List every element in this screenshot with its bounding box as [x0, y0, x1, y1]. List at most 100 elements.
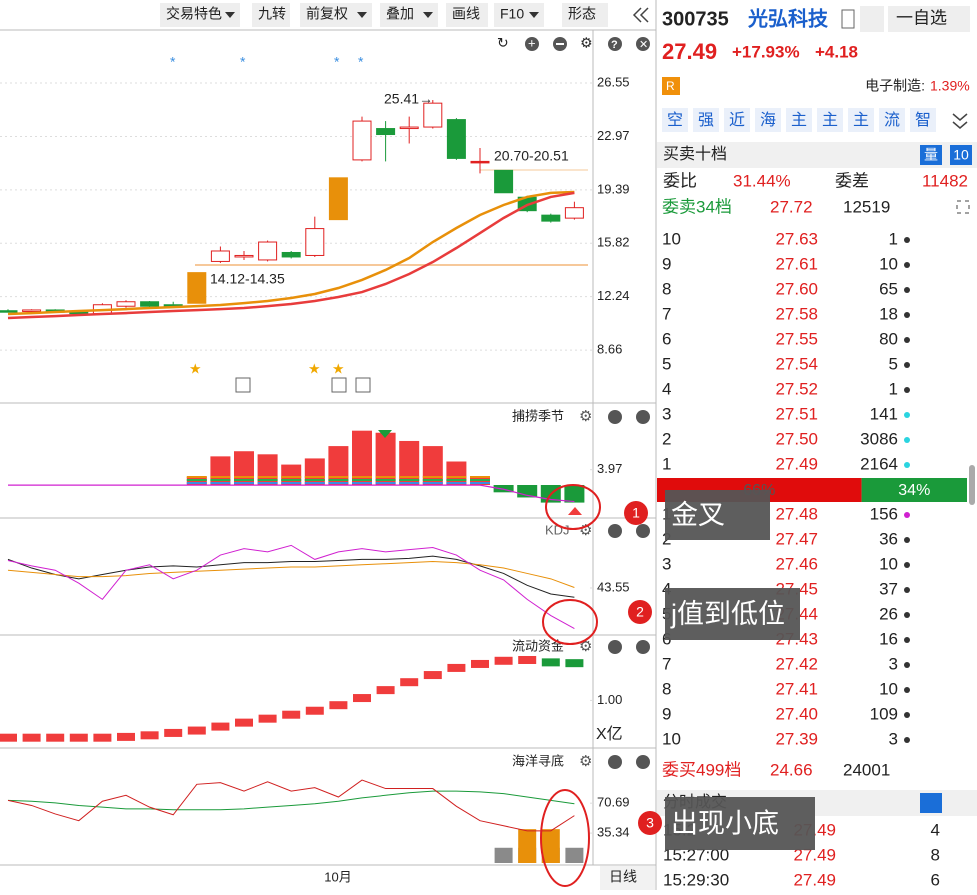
- badge: R: [666, 79, 675, 93]
- name: 光弘科技: [747, 6, 829, 30]
- cell: 27.48: [775, 504, 818, 523]
- tag[interactable]: [817, 108, 843, 132]
- cell: 10: [879, 554, 898, 573]
- candle-body: [140, 301, 160, 307]
- tag[interactable]: [755, 108, 781, 132]
- help-icon[interactable]: [608, 640, 622, 654]
- cell: 15:29:30: [663, 870, 729, 889]
- tag[interactable]: [910, 108, 936, 132]
- close-icon[interactable]: [636, 524, 650, 538]
- toolbar-button[interactable]: [562, 3, 608, 27]
- cell: 109: [870, 704, 898, 723]
- highlight-circle: [545, 484, 601, 530]
- dot: [904, 387, 910, 393]
- tag[interactable]: [848, 108, 874, 132]
- cell: 27.47: [775, 529, 818, 548]
- expand-icon[interactable]: [952, 113, 968, 129]
- help-icon[interactable]: [608, 524, 622, 538]
- scroll-thumb[interactable]: [969, 465, 975, 505]
- bar-stripe: [446, 479, 467, 481]
- tag[interactable]: [879, 108, 905, 132]
- collapse-icon[interactable]: [632, 7, 649, 23]
- candle-body: [234, 254, 254, 258]
- bar-stripe: [422, 482, 443, 484]
- note-text: 出现小底: [671, 809, 779, 839]
- cell: 4: [931, 820, 940, 839]
- close-icon[interactable]: [636, 755, 650, 769]
- sector: 电子制造:: [865, 78, 925, 94]
- cell: 27.41: [775, 679, 818, 698]
- cell: 6: [931, 870, 940, 889]
- fullscreen-icon[interactable]: [956, 200, 970, 214]
- indicator-bar: [446, 461, 467, 485]
- event-icon[interactable]: [355, 377, 371, 393]
- info-icon[interactable]: [841, 9, 855, 29]
- icon: +: [528, 35, 536, 50]
- event-icon[interactable]: [331, 377, 347, 393]
- watch[interactable]: 一自选: [896, 8, 947, 27]
- cell: 5: [662, 354, 671, 373]
- cell: 27.60: [775, 279, 818, 298]
- flow-bar: [187, 726, 206, 735]
- label: 34%: [898, 482, 930, 499]
- close-icon[interactable]: [636, 37, 650, 51]
- ocean-bar: [494, 847, 513, 863]
- cell: 24001: [843, 760, 890, 779]
- bar-stripe: [304, 476, 325, 478]
- note-badge: [628, 600, 652, 624]
- help-icon[interactable]: [608, 755, 622, 769]
- bar-stripe: [352, 479, 372, 481]
- tag[interactable]: [662, 108, 688, 132]
- refresh-icon[interactable]: ↻: [497, 35, 509, 51]
- cell: 3: [889, 654, 898, 673]
- note-badge: [638, 811, 662, 835]
- ocean-bar: [541, 829, 560, 863]
- period-label: 日线: [609, 869, 637, 885]
- note-box: [665, 490, 770, 540]
- star: ★: [308, 361, 321, 377]
- gear-icon[interactable]: ⚙: [579, 522, 592, 539]
- cell: 27.55: [775, 329, 818, 348]
- gear-icon[interactable]: ⚙: [579, 408, 592, 425]
- y-tick-label: 3.97: [597, 461, 622, 476]
- toolbar-label: F10: [500, 6, 524, 22]
- cell: 15:27:00: [663, 845, 729, 864]
- cell: 36: [879, 529, 898, 548]
- toolbar-button[interactable]: [252, 3, 290, 27]
- cell: 3: [662, 554, 671, 573]
- period-button[interactable]: [600, 866, 655, 890]
- flow-bar: [235, 718, 253, 727]
- bar-stripe: [234, 479, 254, 481]
- qty-button[interactable]: [920, 793, 942, 813]
- help-icon[interactable]: [608, 410, 622, 424]
- note-box: [665, 588, 800, 640]
- flow-bar: [305, 706, 324, 715]
- tag[interactable]: [724, 108, 750, 132]
- flow-bar: [471, 659, 489, 668]
- close-icon[interactable]: [636, 410, 650, 424]
- levels-button[interactable]: [950, 145, 972, 165]
- bar-stripe: [399, 482, 420, 484]
- event-icon[interactable]: [235, 377, 251, 393]
- tag[interactable]: [786, 108, 812, 132]
- close-icon[interactable]: [636, 640, 650, 654]
- alert-button[interactable]: [860, 6, 884, 32]
- y-tick-label: 1.00: [597, 692, 622, 707]
- moving-average: [7, 190, 575, 316]
- toolbar-button[interactable]: [446, 3, 488, 27]
- y-tick-label: 22.97: [597, 128, 630, 143]
- toolbar-button[interactable]: [160, 3, 240, 27]
- cell: 8: [931, 845, 940, 864]
- dropdown-arrow: [423, 12, 433, 18]
- bar-stripe: [257, 479, 278, 481]
- cell: 27.51: [775, 404, 818, 423]
- cell: 27.50: [775, 429, 818, 448]
- dropdown-arrow: [357, 12, 367, 18]
- help-icon[interactable]: [608, 37, 622, 51]
- gear-icon[interactable]: ⚙: [579, 753, 592, 770]
- watch-button[interactable]: [888, 6, 970, 32]
- zoom-in[interactable]: [525, 37, 539, 51]
- qty-button[interactable]: [920, 145, 942, 165]
- gear-icon[interactable]: ⚙: [580, 35, 593, 51]
- tag[interactable]: [693, 108, 719, 132]
